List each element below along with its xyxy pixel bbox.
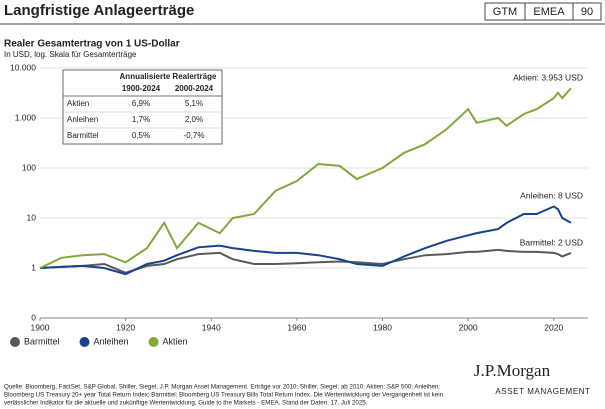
annotation: Barmittel: 2 USD [520,237,583,247]
y-tick-label: 0 [31,312,36,322]
legend-marker [148,337,159,347]
inset-col: 1900-2024 [122,84,161,93]
x-tick-label: 1960 [287,322,306,332]
inset-cell: 6,9% [132,99,150,108]
x-tick-label: 1940 [202,322,221,332]
series-line [39,248,572,274]
inset-cell: Anleihen [67,115,98,124]
chart-title: Realer Gesamtertrag von 1 US-Dollar [4,39,180,50]
tag-box [572,2,602,21]
x-tick-label: 2020 [544,322,563,332]
annotation: Anleihen: 8 USD [520,190,583,200]
legend-label: Aktien [163,336,188,346]
y-tick-label: 10 [27,212,37,222]
inset-cell: 1,7% [132,115,150,124]
inset-box [62,69,223,145]
series-line [39,87,572,269]
source-line: Quelle: Bloomberg, FactSet, S&P Global, … [4,384,440,391]
inset-col: 2000-2024 [175,84,214,93]
series-line [39,205,572,276]
inset-cell: Aktien [67,99,89,108]
legend-marker [10,337,20,347]
annotation: Aktien: 3.953 USD [513,72,583,82]
y-tick-label: 1 [31,262,36,272]
x-tick-label: 1900 [31,322,50,332]
inset-cell: 2,0% [185,115,203,124]
inset-cell: Barmittel [67,131,99,140]
x-tick-label: 1920 [116,322,135,332]
tag: EMEA [533,6,565,18]
inset-cell: 0,5% [132,131,150,140]
legend-marker [79,337,90,347]
y-tick-label: 100 [22,162,36,172]
inset-cell: 5,1% [185,99,203,108]
y-tick-label: 1.000 [15,112,37,122]
inset-cell: -0,7% [184,131,205,140]
legend-label: Anleihen [94,336,129,346]
x-tick-label: 1980 [373,322,392,332]
y-tick-label: 10.000 [10,62,36,72]
logo: J.P.Morgan [474,361,551,380]
legend-label: Barmittel [24,336,60,346]
source-line: Bloomberg US Treasury 20+ year Total Ret… [4,392,444,399]
logo-sub: ASSET MANAGEMENT [495,387,590,396]
source-line: verlässlicher Indikator für die aktuelle… [4,400,368,407]
inset-title: Annualisierte Realerträge [120,72,217,81]
x-tick-label: 2000 [459,322,478,332]
chart-subtitle: In USD, log. Skala für Gesamterträge [4,50,137,59]
tag: 90 [581,6,593,18]
tag: GTM [493,6,517,18]
page-title: Langfristige Anlageerträge [4,2,194,19]
